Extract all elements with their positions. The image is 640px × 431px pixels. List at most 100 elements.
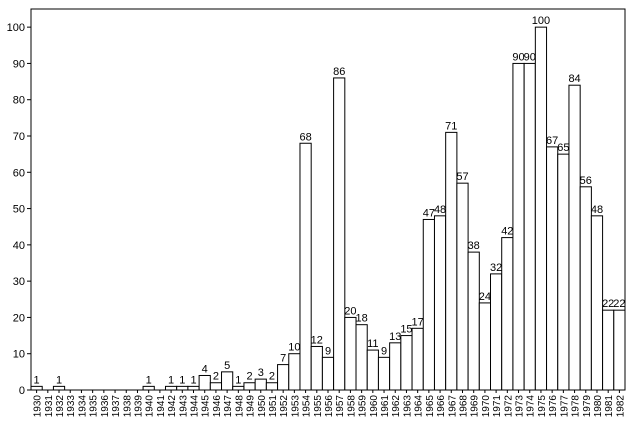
value-label-1973: 90	[512, 51, 524, 63]
bar-1930	[30, 385, 43, 391]
x-tick-label: 1976	[548, 395, 559, 418]
value-label-1979: 56	[580, 175, 592, 187]
bar-1947	[221, 371, 234, 391]
bar-1980	[590, 215, 604, 391]
x-tick-label: 1940	[145, 395, 156, 418]
x-tick-label: 1963	[402, 395, 413, 418]
x-tick-label: 1956	[324, 395, 335, 418]
bar-1950	[254, 378, 267, 391]
x-tick-label: 1958	[346, 395, 357, 418]
y-tick-label: 80	[13, 95, 25, 107]
y-tick-label: 100	[7, 22, 25, 34]
value-label-1982: 22	[613, 298, 625, 310]
x-tick-label: 1960	[369, 395, 380, 418]
bar-1966	[433, 215, 447, 391]
x-tick-label: 1954	[302, 395, 313, 418]
bar-1973	[512, 62, 525, 391]
bar-1948	[232, 385, 245, 391]
x-tick-label: 1959	[358, 395, 369, 418]
value-label-1975: 100	[532, 15, 550, 27]
bar-1944	[187, 385, 200, 391]
x-tick-label: 1980	[593, 395, 604, 418]
x-tick-label: 1973	[515, 395, 526, 418]
value-label-1972: 42	[501, 226, 513, 238]
x-tick-label: 1979	[582, 395, 593, 418]
bar-1956	[321, 356, 335, 391]
bar-1943	[176, 385, 189, 391]
x-tick-label: 1950	[257, 395, 268, 418]
y-tick-label: 0	[19, 385, 25, 397]
value-label-1962: 13	[389, 331, 401, 343]
x-tick-label: 1968	[458, 395, 469, 418]
x-tick-label: 1955	[313, 395, 324, 418]
x-tick-label: 1938	[122, 395, 133, 418]
bar-1965	[422, 218, 435, 391]
x-tick-label: 1944	[190, 395, 201, 418]
x-tick-label: 1972	[503, 395, 514, 418]
value-label-1945: 4	[202, 363, 208, 375]
y-tick-label: 90	[13, 58, 25, 70]
bar-1958	[344, 316, 357, 391]
value-label-1967: 71	[445, 120, 457, 132]
bar-1978	[568, 84, 581, 391]
value-label-1977: 65	[557, 142, 569, 154]
x-tick-label: 1942	[167, 395, 178, 418]
bar-1971	[490, 273, 503, 391]
bar-1954	[299, 142, 312, 391]
value-label-1949: 2	[246, 371, 252, 383]
bar-1977	[557, 153, 570, 391]
value-label-1947: 5	[224, 360, 230, 372]
value-label-1976: 67	[546, 135, 558, 147]
x-tick-label: 1934	[77, 395, 88, 418]
value-label-1957: 86	[333, 66, 345, 78]
x-tick-label: 1943	[178, 395, 189, 418]
value-label-1948: 1	[235, 374, 241, 386]
bar-1979	[579, 186, 592, 391]
y-tick-label: 40	[13, 240, 25, 252]
x-tick-label: 1961	[380, 395, 391, 418]
y-tick-label: 30	[13, 276, 25, 288]
x-tick-label: 1933	[66, 395, 77, 418]
bar-1982	[613, 309, 626, 391]
bar-1955	[310, 345, 323, 391]
x-tick-label: 1962	[391, 395, 402, 418]
value-label-1953: 10	[288, 342, 300, 354]
bar-1959	[355, 324, 368, 391]
bar-1962	[389, 342, 402, 391]
x-tick-label: 1939	[133, 395, 144, 418]
value-label-1940: 1	[146, 374, 152, 386]
x-tick-label: 1981	[604, 395, 615, 418]
x-tick-label: 1951	[268, 395, 279, 418]
x-tick-label: 1966	[436, 395, 447, 418]
x-tick-label: 1945	[201, 395, 212, 418]
bar-1946	[209, 382, 223, 391]
bar-1967	[445, 131, 458, 391]
x-tick-label: 1936	[100, 395, 111, 418]
x-tick-label: 1953	[290, 395, 301, 418]
bar-1968	[456, 182, 469, 391]
value-label-1965: 47	[423, 207, 435, 219]
y-tick-label: 20	[13, 312, 25, 324]
bar-1932	[52, 385, 66, 391]
bars	[30, 26, 626, 391]
value-label-1966: 48	[434, 204, 446, 216]
bar-1949	[243, 382, 256, 391]
bar-1940	[142, 385, 155, 391]
bar-1964	[411, 327, 424, 391]
y-axis: 0 10 20 30 40 50 60 70 80 90 100	[7, 22, 31, 397]
value-label-1959: 18	[355, 313, 367, 325]
value-label-1981: 22	[602, 298, 614, 310]
x-tick-label: 1971	[492, 395, 503, 418]
x-tick-label: 1949	[246, 395, 257, 418]
x-tick-label: 1930	[33, 395, 44, 418]
bar-1960	[366, 349, 379, 391]
plot-frame	[30, 8, 626, 391]
value-label-1944: 1	[190, 374, 196, 386]
y-tick-label: 10	[13, 349, 25, 361]
x-tick-label: 1932	[55, 395, 66, 418]
value-label-1943: 1	[179, 374, 185, 386]
value-label-1980: 48	[591, 204, 603, 216]
bar-1945	[198, 374, 211, 391]
x-tick-label: 1965	[425, 395, 436, 418]
y-tick-label: 50	[13, 204, 25, 216]
